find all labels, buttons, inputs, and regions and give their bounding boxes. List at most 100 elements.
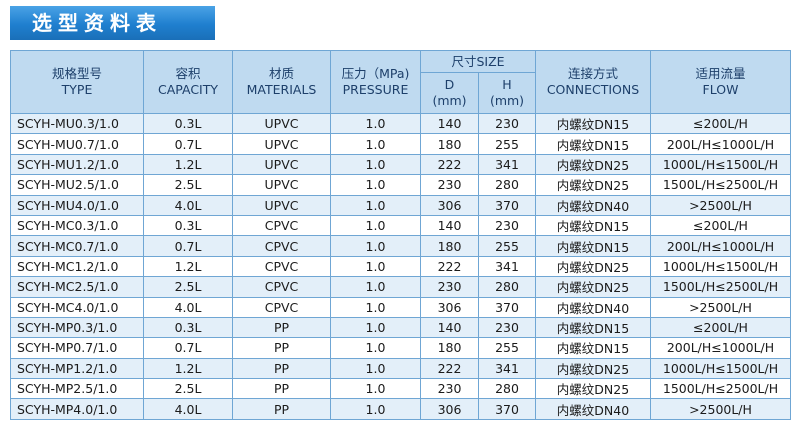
cell: 140: [420, 112, 479, 135]
cell: 370: [478, 194, 536, 216]
cell: 1000L/H≤1500L/H: [650, 357, 791, 380]
header-zh: 尺寸SIZE: [451, 53, 505, 69]
cell: 0.3L: [143, 112, 233, 135]
data-row: SCYH-MP1.2/1.0 1.2L PP 1.0 222 341 内螺纹DN25 1000…: [10, 357, 791, 380]
cell: 内螺纹DN40: [535, 296, 651, 318]
cell: 341: [478, 153, 536, 176]
cell: 1500L/H≤2500L/H: [650, 276, 791, 298]
cell: 1.0: [330, 337, 421, 359]
cell: 1.0: [330, 214, 421, 237]
cell: SCYH-MC4.0/1.0: [10, 296, 144, 318]
cell: 1.0: [330, 235, 421, 257]
cell: 222: [420, 357, 479, 380]
header-zh: 规格型号: [51, 66, 102, 81]
data-row: SCYH-MC2.5/1.0 2.5L CPVC 1.0 230 280 内螺纹DN25 15…: [10, 276, 791, 298]
cell: 内螺纹DN25: [535, 357, 651, 380]
header-cell: 压力（MPa) PRESSURE: [330, 50, 421, 114]
cell: CPVC: [232, 276, 331, 298]
header-subrow: D (mm) H (mm): [11, 72, 791, 114]
header-cell: 适用流量 FLOW: [650, 50, 791, 114]
data-row: SCYH-MC4.0/1.0 4.0L CPVC 1.0 306 370 内螺纹DN40 >2…: [10, 296, 791, 318]
header-row: 规格型号 TYPE 容积 CAPACITY 材质 MATERIALS 压力（MPa) PRES…: [10, 50, 791, 114]
cell: 内螺纹DN25: [535, 153, 651, 176]
cell: PP: [232, 316, 331, 339]
cell: ≤200L/H: [650, 316, 791, 339]
cell: 230: [478, 316, 536, 339]
cell: 1.2L: [143, 357, 233, 380]
cell: UPVC: [232, 153, 331, 176]
cell: 内螺纹DN15: [535, 133, 651, 155]
cell: >2500L/H: [650, 194, 791, 216]
cell: 内螺纹DN25: [535, 255, 651, 278]
cell: 1.0: [330, 153, 421, 176]
cell: 180: [420, 235, 479, 257]
cell: 1.0: [330, 255, 421, 278]
data-row: SCYH-MP2.5/1.0 2.5L PP 1.0 230 280 内螺纹DN25 1500…: [10, 378, 791, 400]
header-cell: 尺寸SIZE: [420, 50, 536, 73]
header-cell: 材质 MATERIALS: [232, 50, 331, 114]
header-en: CONNECTIONS: [546, 82, 640, 97]
cell: 1.0: [330, 378, 421, 400]
cell: PP: [232, 337, 331, 359]
header-cell: 连接方式 CONNECTIONS: [535, 50, 651, 114]
cell: 2.5L: [143, 378, 233, 400]
header-cell: 容积 CAPACITY: [143, 50, 233, 114]
data-row: SCYH-MP0.3/1.0 0.3L PP 1.0 140 230 内螺纹DN15 ≤200…: [10, 316, 791, 339]
cell: ≤200L/H: [650, 214, 791, 237]
cell: 1.2L: [143, 255, 233, 278]
data-row: SCYH-MU0.3/1.0 0.3L UPVC 1.0 140 230 内螺纹DN15 ≤2…: [10, 112, 791, 135]
title-banner: 选型资料表: [10, 6, 215, 40]
cell: SCYH-MP1.2/1.0: [10, 357, 144, 380]
cell: PP: [232, 357, 331, 380]
cell: 1.2L: [143, 153, 233, 176]
cell: 1500L/H≤2500L/H: [650, 378, 791, 400]
sub-name: H: [502, 77, 512, 92]
header-en: TYPE: [61, 82, 93, 97]
cell: 230: [478, 112, 536, 135]
cell: 200L/H≤1000L/H: [650, 133, 791, 155]
cell: 230: [420, 276, 479, 298]
cell: 255: [478, 235, 536, 257]
cell: UPVC: [232, 194, 331, 216]
cell: 2.5L: [143, 276, 233, 298]
cell: 1.0: [330, 316, 421, 339]
cell: UPVC: [232, 112, 331, 135]
header-zh: 容积: [175, 66, 201, 81]
data-row: SCYH-MU1.2/1.0 1.2L UPVC 1.0 222 341 内螺纹DN25 10…: [10, 153, 791, 176]
header-subcell: H (mm): [478, 72, 536, 114]
cell: 230: [478, 214, 536, 237]
cell: SCYH-MC2.5/1.0: [10, 276, 144, 298]
cell: 内螺纹DN15: [535, 112, 651, 135]
cell: 370: [478, 296, 536, 318]
cell: 内螺纹DN15: [535, 316, 651, 339]
cell: 内螺纹DN15: [535, 214, 651, 237]
cell: SCYH-MP0.3/1.0: [10, 316, 144, 339]
cell: SCYH-MU2.5/1.0: [10, 174, 144, 196]
cell: 内螺纹DN25: [535, 174, 651, 196]
cell: CPVC: [232, 255, 331, 278]
cell: 230: [420, 378, 479, 400]
header-zh: 连接方式: [567, 66, 618, 81]
cell: SCYH-MP2.5/1.0: [10, 378, 144, 400]
data-row: SCYH-MU4.0/1.0 4.0L UPVC 1.0 306 370 内螺纹DN40 >2…: [10, 194, 791, 216]
cell: 306: [420, 398, 479, 420]
cell: SCYH-MC1.2/1.0: [10, 255, 144, 278]
cell: 306: [420, 296, 479, 318]
cell: 2.5L: [143, 174, 233, 196]
cell: 1.0: [330, 194, 421, 216]
cell: 0.3L: [143, 316, 233, 339]
cell: CPVC: [232, 214, 331, 237]
cell: 230: [420, 174, 479, 196]
cell: 255: [478, 337, 536, 359]
cell: 200L/H≤1000L/H: [650, 337, 791, 359]
cell: 180: [420, 133, 479, 155]
cell: SCYH-MP4.0/1.0: [10, 398, 144, 420]
cell: PP: [232, 378, 331, 400]
data-row: SCYH-MC1.2/1.0 1.2L CPVC 1.0 222 341 内螺纹DN25 10…: [10, 255, 791, 278]
cell: 1.0: [330, 133, 421, 155]
cell: 1.0: [330, 398, 421, 420]
cell: 180: [420, 337, 479, 359]
cell: 内螺纹DN25: [535, 276, 651, 298]
header-en: MATERIALS: [246, 82, 317, 97]
